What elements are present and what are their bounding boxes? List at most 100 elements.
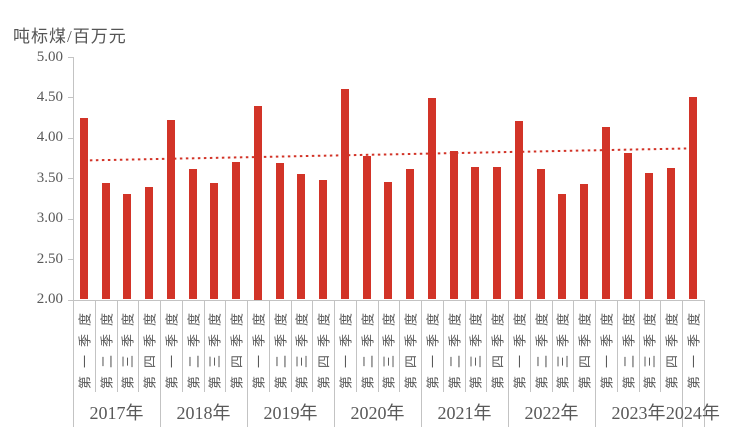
y-axis-tick (68, 299, 73, 301)
x-axis-quarter-label: 第三季度 (294, 304, 310, 390)
quarter-separator (616, 299, 618, 392)
quarter-separator (181, 299, 183, 392)
x-axis-quarter-label: 第二季度 (447, 304, 463, 390)
quarter-separator (377, 299, 379, 392)
x-axis-year-label: 2024年 (665, 403, 720, 423)
x-axis-quarter-label: 第一季度 (512, 304, 528, 390)
y-axis-label: 4.50 (36, 88, 63, 105)
quarter-separator (290, 299, 292, 392)
quarter-separator (486, 299, 488, 392)
bar (580, 183, 589, 300)
bar (493, 166, 502, 300)
x-axis-quarter-label: 第一季度 (686, 304, 702, 390)
y-axis-label: 5.00 (36, 48, 63, 65)
x-axis-quarter-label: 第三季度 (468, 304, 484, 390)
x-axis-quarter-label: 第三季度 (207, 304, 223, 390)
x-axis-quarter-label: 第四季度 (229, 304, 245, 390)
y-axis-label: 2.00 (36, 291, 63, 307)
quarter-separator (399, 299, 401, 392)
y-axis-tick (68, 57, 73, 58)
x-axis-year-label: 2017年 (89, 403, 144, 423)
bar (319, 179, 328, 300)
x-axis-line (73, 299, 705, 301)
x-axis-quarter-label: 第三季度 (642, 304, 658, 390)
y-axis-tick (68, 218, 73, 220)
y-axis-label: 3.00 (36, 210, 63, 227)
quarter-separator (442, 299, 444, 392)
bar (471, 166, 480, 300)
bar (536, 169, 545, 300)
x-axis-quarter-label: 第二季度 (534, 304, 550, 390)
year-separator (160, 299, 161, 427)
y-axis-tick (68, 259, 73, 261)
x-axis-quarter-label: 第一季度 (599, 304, 615, 390)
quarter-separator (203, 299, 205, 392)
bar (558, 193, 567, 300)
bar (101, 183, 110, 300)
bar (688, 96, 697, 300)
x-axis-quarter-label: 第一季度 (338, 304, 354, 390)
quarter-separator (551, 299, 553, 392)
bar (406, 168, 415, 300)
year-separator (73, 299, 74, 427)
x-axis-year-label: 2019年 (263, 403, 318, 423)
year-separator (421, 299, 422, 427)
quarter-separator (529, 299, 531, 392)
quarter-separator (355, 299, 357, 392)
year-separator (682, 299, 683, 427)
bar (232, 162, 241, 300)
bar (449, 150, 458, 300)
bar (210, 183, 219, 300)
quarter-separator (312, 299, 314, 392)
bar (166, 120, 175, 300)
x-axis-quarter-label: 第一季度 (251, 304, 267, 390)
x-axis-quarter-label: 第四季度 (403, 304, 419, 390)
y-axis-label: 4.00 (36, 129, 63, 146)
x-axis-year-label: 2020年 (350, 403, 405, 423)
bar (362, 155, 371, 300)
bar (340, 88, 349, 300)
x-axis-year-label: 2022年 (524, 403, 579, 423)
x-axis-year-label: 2021年 (437, 403, 492, 423)
quarter-separator (268, 299, 270, 392)
x-axis-quarter-label: 第二季度 (360, 304, 376, 390)
bar (275, 162, 284, 300)
bar (253, 105, 262, 300)
quarter-separator (225, 299, 227, 392)
x-axis-quarter-label: 第三季度 (120, 304, 136, 390)
y-axis-tick (68, 137, 73, 139)
bar (645, 172, 654, 300)
bar (79, 118, 88, 300)
x-axis-quarter-label: 第四季度 (490, 304, 506, 390)
y-axis-label: 2.50 (36, 250, 63, 267)
quarter-separator (94, 299, 96, 392)
x-axis-quarter-label: 第一季度 (164, 304, 180, 390)
quarter-separator (638, 299, 640, 392)
x-axis-quarter-label: 第一季度 (77, 304, 93, 390)
bar (623, 153, 632, 300)
quarter-separator (573, 299, 575, 392)
bar (427, 98, 436, 300)
y-axis-tick (68, 178, 73, 180)
y-axis-label: 3.50 (36, 169, 63, 186)
chart-title: 吨标煤/百万元 (13, 27, 127, 46)
x-axis-year-label: 2018年 (176, 403, 231, 423)
x-axis-quarter-label: 第二季度 (621, 304, 637, 390)
year-separator (247, 299, 248, 427)
quarter-separator (464, 299, 466, 392)
quarter-separator (660, 299, 662, 392)
y-axis-line (73, 57, 74, 301)
bar (188, 169, 197, 300)
bar (145, 187, 154, 300)
x-axis-quarter-label: 第三季度 (381, 304, 397, 390)
bar (123, 194, 132, 300)
bar (514, 120, 523, 300)
x-axis-quarter-label: 第四季度 (664, 304, 680, 390)
year-separator (703, 299, 705, 427)
x-axis-quarter-label: 第四季度 (577, 304, 593, 390)
year-separator (334, 299, 335, 427)
bar (601, 127, 610, 300)
quarter-separator (138, 299, 140, 392)
